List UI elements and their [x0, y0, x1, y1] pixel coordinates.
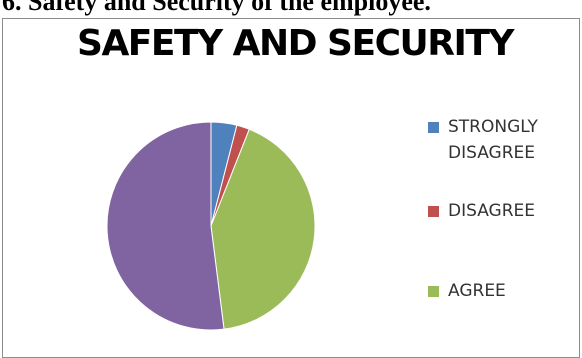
document-heading: 6. Safety and Security of the employee.	[2, 0, 431, 16]
legend-label-strongly-disagree: STRONGLY DISAGREE	[448, 117, 538, 163]
legend-label-disagree: DISAGREE	[448, 201, 536, 221]
legend-item-agree: AGREE	[428, 280, 578, 304]
legend-label-agree: AGREE	[448, 281, 506, 301]
legend-item-strongly-disagree: STRONGLY DISAGREE	[428, 116, 578, 166]
legend-item-disagree: DISAGREE	[428, 200, 578, 224]
pie-chart	[106, 121, 316, 331]
pie-slice-strongly-agree	[106, 121, 225, 331]
chart-title: SAFETY AND SECURITY	[77, 23, 514, 64]
legend-swatch-strongly-disagree	[428, 122, 439, 133]
pie-slice-agree	[210, 128, 316, 330]
legend-swatch-agree	[428, 286, 439, 297]
legend-swatch-disagree	[428, 206, 439, 217]
